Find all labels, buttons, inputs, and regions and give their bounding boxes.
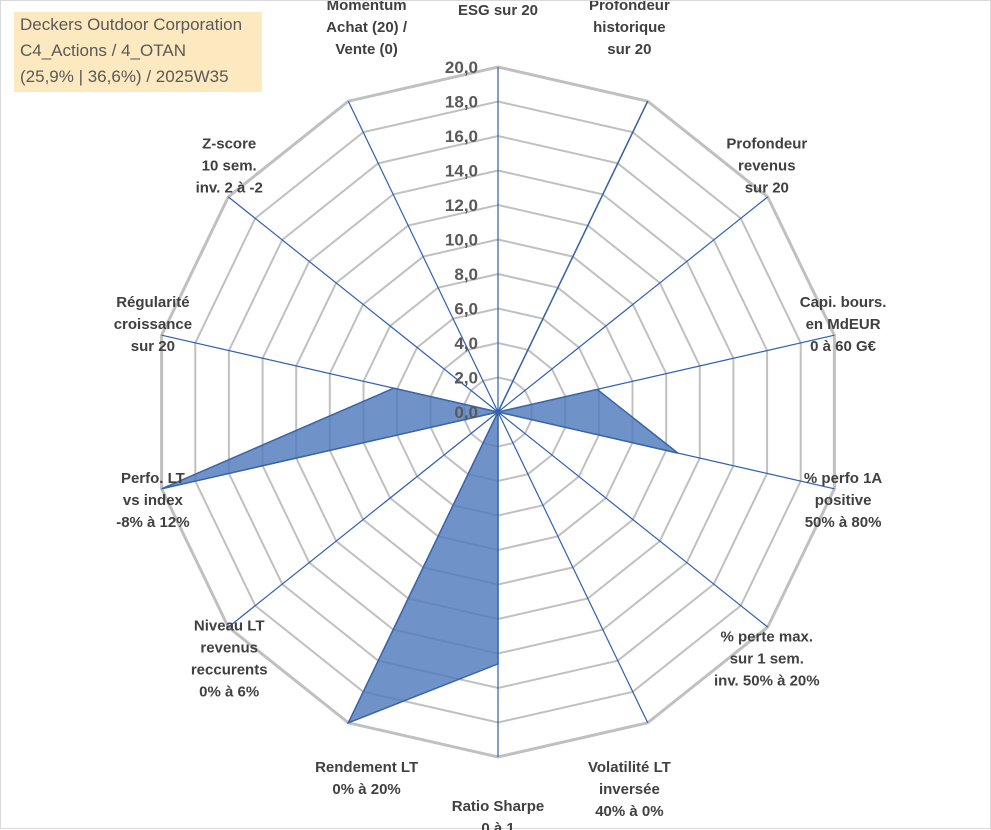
axis-label-11-line-1: croissance: [114, 316, 192, 333]
axis-label-2: Profondeur revenus sur 20: [726, 136, 807, 197]
tick-label-6: 12,0: [445, 196, 478, 215]
axis-label-4-line-2: 50% à 80%: [805, 514, 882, 531]
axis-label-9: Niveau LT revenus reccurents 0% à 6%: [191, 617, 268, 700]
axis-label-4-line-0: % perfo 1A: [804, 470, 883, 487]
axis-label-11-line-2: sur 20: [131, 338, 175, 355]
axis-label-9-line-0: Niveau LT: [194, 617, 265, 634]
axis-label-2-line-1: revenus: [738, 158, 796, 175]
axis-label-7: Ratio Sharpe 0 à 1: [452, 798, 545, 830]
axis-label-1-line-1: historique: [593, 19, 666, 36]
axis-label-0-line-1: ESG sur 20: [458, 2, 538, 19]
spoke-9: [227, 411, 499, 628]
axis-label-9-line-2: reccurents: [191, 661, 268, 678]
axis-label-10-line-1: vs index: [123, 492, 184, 509]
tick-label-4: 8,0: [454, 265, 478, 284]
axis-label-4-line-1: positive: [815, 492, 872, 509]
axis-label-3-line-2: 0 à 60 G€: [810, 338, 877, 355]
title-box: [14, 12, 262, 92]
tick-label-3: 6,0: [454, 300, 478, 319]
chart-title-line-2: C4_Actions / 4_OTAN: [20, 41, 186, 60]
axis-label-6-line-0: Volatilité LT: [588, 759, 671, 776]
axis-label-4: % perfo 1A positive 50% à 80%: [804, 470, 883, 531]
tick-label-7: 14,0: [445, 162, 478, 181]
axis-label-3-line-1: en MdEUR: [806, 316, 881, 333]
axis-label-11-line-0: Régularité: [116, 294, 189, 311]
axis-label-12: Z-score 10 sem. inv. 2 à -2: [196, 136, 263, 197]
axis-label-2-line-0: Profondeur: [726, 136, 807, 153]
tick-label-8: 16,0: [445, 127, 478, 146]
spoke-5: [497, 411, 769, 628]
axis-label-9-line-3: 0% à 6%: [199, 683, 259, 700]
axis-label-13-line-1: Achat (20) /: [326, 19, 408, 36]
spoke-13: [347, 100, 499, 413]
spoke-12: [227, 196, 499, 413]
axis-label-1-line-2: sur 20: [607, 41, 651, 58]
axis-label-1-line-0: Profondeur: [589, 1, 670, 14]
spoke-2: [497, 196, 769, 413]
axis-label-8: Rendement LT 0% à 20%: [315, 759, 418, 798]
axis-label-13-line-0: Momentum: [327, 1, 407, 14]
data-area: [161, 100, 679, 725]
axis-label-12-line-2: inv. 2 à -2: [196, 180, 263, 197]
axis-label-11: Régularité croissance sur 20: [114, 294, 192, 355]
tick-label-1: 2,0: [454, 369, 478, 388]
axis-label-9-line-1: revenus: [200, 639, 258, 656]
axis-label-13-line-2: Vente (0): [335, 41, 398, 58]
axis-label-6: Volatilité LT inversée 40% à 0%: [588, 759, 671, 820]
tick-label-5: 10,0: [445, 231, 478, 250]
spoke-6: [497, 411, 649, 724]
axis-label-5: % perte max. sur 1 sem. inv. 50% à 20%: [714, 628, 820, 689]
axis-label-5-line-1: sur 1 sem.: [730, 650, 804, 667]
axis-label-7-line-1: 0 à 1: [481, 820, 514, 830]
axis-label-6-line-1: inversée: [599, 781, 660, 798]
axis-label-5-line-0: % perte max.: [721, 628, 814, 645]
axis-label-3: Capi. bours. en MdEUR 0 à 60 G€: [800, 294, 887, 355]
axis-label-1: Profondeur historique sur 20: [589, 1, 670, 58]
axis-label-10-line-0: Perfo. LT: [121, 470, 185, 487]
axis-label-6-line-2: 40% à 0%: [595, 803, 663, 820]
axis-label-0: NoteESG sur 20: [458, 1, 538, 19]
axis-label-2-line-2: sur 20: [745, 180, 789, 197]
axis-label-12-line-0: Z-score: [202, 136, 256, 153]
axis-label-8-line-0: Rendement LT: [315, 759, 418, 776]
tick-label-10: 20,0: [445, 58, 478, 77]
chart-title-line-3: (25,9% | 36,6%) / 2025W35: [20, 67, 229, 86]
axis-label-13: Momentum Achat (20) / Vente (0): [326, 1, 408, 58]
tick-label-2: 4,0: [454, 334, 478, 353]
axis-label-12-line-1: 10 sem.: [202, 158, 257, 175]
axis-label-10-line-2: -8% à 12%: [116, 514, 189, 531]
axis-label-3-line-0: Capi. bours.: [800, 294, 887, 311]
tick-label-9: 18,0: [445, 93, 478, 112]
axis-label-8-line-1: 0% à 20%: [332, 781, 400, 798]
axis-label-7-line-0: Ratio Sharpe: [452, 798, 545, 815]
axis-label-10: Perfo. LT vs index -8% à 12%: [116, 470, 189, 531]
axis-label-5-line-2: inv. 50% à 20%: [714, 672, 820, 689]
tick-label-0: 0,0: [454, 403, 478, 422]
chart-title-line-1: Deckers Outdoor Corporation: [20, 15, 243, 34]
